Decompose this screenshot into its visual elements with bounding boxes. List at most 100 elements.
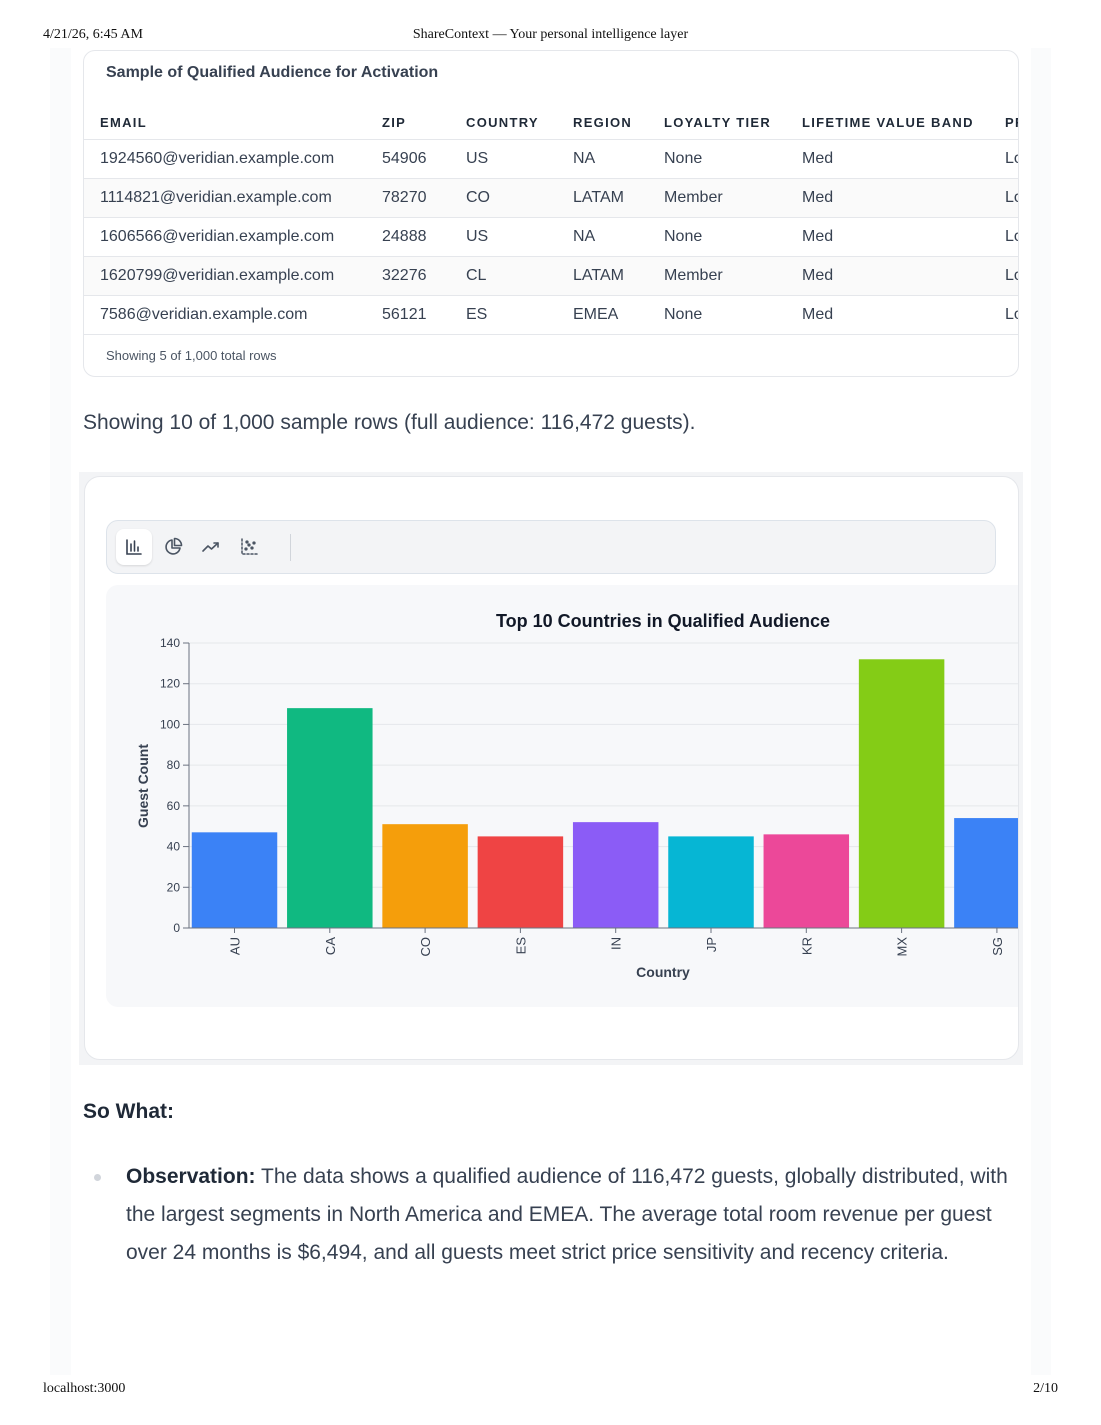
x-tick-label: IN xyxy=(609,937,624,950)
cell-loyalty-tier: None xyxy=(664,294,802,335)
y-tick-label: 100 xyxy=(160,717,180,731)
x-tick-label: JP xyxy=(704,937,719,952)
cell-lifetime-value-band: Med xyxy=(802,294,1005,335)
cell-email: 1114821@veridian.example.com xyxy=(84,177,382,217)
x-tick-label: CO xyxy=(418,937,433,957)
print-footer: localhost:3000 2/10 xyxy=(0,1381,1101,1399)
cell-region: EMEA xyxy=(573,294,664,335)
line-chart-icon xyxy=(202,542,219,552)
so-what-heading: So What: xyxy=(83,1100,174,1123)
bar-chart-icon xyxy=(126,539,142,555)
cell-email: 1924560@veridian.example.com xyxy=(84,138,382,178)
chart-axes: 0 20 40 60 80 100 120 140 AU CA CO ES IN JP KR MX SG xyxy=(160,636,1018,957)
print-datetime: 4/21/26, 6:45 AM xyxy=(43,27,143,42)
cell-zip: 56121 xyxy=(382,294,466,335)
observation-item: Observation: The data shows a qualified … xyxy=(126,1158,1026,1272)
table-row: 1114821@veridian.example.com 78270 CO LA… xyxy=(84,177,1018,217)
column-header-country[interactable]: COUNTRY xyxy=(466,115,539,131)
cell-country: ES xyxy=(466,294,573,335)
y-tick-label: 140 xyxy=(160,636,180,650)
table-title: Sample of Qualified Audience for Activat… xyxy=(106,64,439,81)
y-tick-label: 120 xyxy=(160,677,180,691)
cell-email: 1606566@veridian.example.com xyxy=(84,216,382,256)
column-header-region[interactable]: REGION xyxy=(573,115,633,131)
chart-type-toolbar xyxy=(106,520,996,574)
bar-co xyxy=(382,824,468,928)
toolbar-divider xyxy=(290,534,291,561)
y-tick-label: 20 xyxy=(167,880,181,894)
cell-zip: 54906 xyxy=(382,138,466,178)
table-header-row: EMAIL ZIP COUNTRY REGION LOYALTY TIER LI… xyxy=(84,107,1018,139)
x-axis-label: Country xyxy=(636,964,690,980)
bar-sg xyxy=(954,818,1018,928)
y-tick-label: 40 xyxy=(167,840,181,854)
print-url: localhost:3000 xyxy=(43,1381,126,1396)
cell-loyalty-tier: None xyxy=(664,216,802,256)
cell-country: CO xyxy=(466,177,573,217)
table-row: 1606566@veridian.example.com 24888 US NA… xyxy=(84,216,1018,256)
column-header-lifetime-value-band[interactable]: LIFETIME VALUE BAND xyxy=(802,115,974,131)
cell-email: 1620799@veridian.example.com xyxy=(84,255,382,295)
cell-price: Lo xyxy=(1005,177,1018,217)
cell-country: CL xyxy=(466,255,573,295)
bar-chart-button[interactable] xyxy=(116,529,152,565)
pie-chart-icon xyxy=(165,537,183,555)
column-header-price[interactable]: PR xyxy=(1005,115,1018,131)
list-bullet xyxy=(94,1174,101,1181)
cell-country: US xyxy=(466,216,573,256)
cell-email: 7586@veridian.example.com xyxy=(84,294,382,335)
chart-container: 0 20 40 60 80 100 120 140 AU CA CO ES IN JP KR MX SG Top… xyxy=(79,472,1023,1065)
chart-title: Top 10 Countries in Qualified Audience xyxy=(496,611,830,631)
cell-zip: 32276 xyxy=(382,255,466,295)
y-tick-label: 60 xyxy=(167,799,181,813)
cell-price: Lo xyxy=(1005,294,1018,335)
line-chart-button[interactable] xyxy=(193,529,229,565)
x-tick-label: AU xyxy=(228,937,243,955)
cell-region: NA xyxy=(573,216,664,256)
cell-country: US xyxy=(466,138,573,178)
bar-jp xyxy=(668,836,754,928)
table-row: 7586@veridian.example.com 56121 ES EMEA … xyxy=(84,294,1018,335)
sample-table-card: Sample of Qualified Audience for Activat… xyxy=(83,50,1019,377)
cell-price: Lo xyxy=(1005,255,1018,295)
cell-lifetime-value-band: Med xyxy=(802,138,1005,178)
x-tick-label: CA xyxy=(323,937,338,955)
chart-panel: 0 20 40 60 80 100 120 140 AU CA CO ES IN JP KR MX SG Top… xyxy=(106,585,1018,1007)
column-header-loyalty-tier[interactable]: LOYALTY TIER xyxy=(664,115,772,131)
cell-lifetime-value-band: Med xyxy=(802,255,1005,295)
cell-region: LATAM xyxy=(573,255,664,295)
scatter-chart-icon xyxy=(241,538,258,555)
cell-lifetime-value-band: Med xyxy=(802,177,1005,217)
print-page-number: 2/10 xyxy=(1033,1381,1058,1396)
y-tick-label: 0 xyxy=(173,921,180,935)
pie-chart-button[interactable] xyxy=(155,529,191,565)
x-tick-label: KR xyxy=(799,937,814,955)
y-axis-label: Guest Count xyxy=(135,744,151,828)
print-page-title: ShareContext — Your personal intelligenc… xyxy=(412,27,689,42)
print-header: 4/21/26, 6:45 AM ShareContext — Your per… xyxy=(0,27,1101,45)
cell-loyalty-tier: None xyxy=(664,138,802,178)
bar-kr xyxy=(763,834,850,928)
bar-au xyxy=(191,832,278,928)
cell-region: NA xyxy=(573,138,664,178)
bar-ca xyxy=(287,708,373,928)
table-row: 1924560@veridian.example.com 54906 US NA… xyxy=(84,138,1018,178)
sample-table: EMAIL ZIP COUNTRY REGION LOYALTY TIER LI… xyxy=(84,107,1018,335)
x-tick-label: ES xyxy=(513,937,528,955)
observation-text: The data shows a qualified audience of 1… xyxy=(126,1165,1008,1264)
cell-price: Lo xyxy=(1005,216,1018,256)
table-row-count: Showing 5 of 1,000 total rows xyxy=(106,348,277,363)
observation-label: Observation: xyxy=(126,1165,256,1188)
cell-lifetime-value-band: Med xyxy=(802,216,1005,256)
cell-loyalty-tier: Member xyxy=(664,255,802,295)
sample-summary-text: Showing 10 of 1,000 sample rows (full au… xyxy=(83,411,696,434)
column-header-zip[interactable]: ZIP xyxy=(382,115,407,131)
scatter-chart-button[interactable] xyxy=(231,529,267,565)
chart-bars xyxy=(191,659,1018,928)
bar-es xyxy=(477,836,564,928)
bar-mx xyxy=(858,659,945,928)
cell-zip: 78270 xyxy=(382,177,466,217)
column-header-email[interactable]: EMAIL xyxy=(100,115,147,131)
cell-price: Lo xyxy=(1005,138,1018,178)
cell-zip: 24888 xyxy=(382,216,466,256)
